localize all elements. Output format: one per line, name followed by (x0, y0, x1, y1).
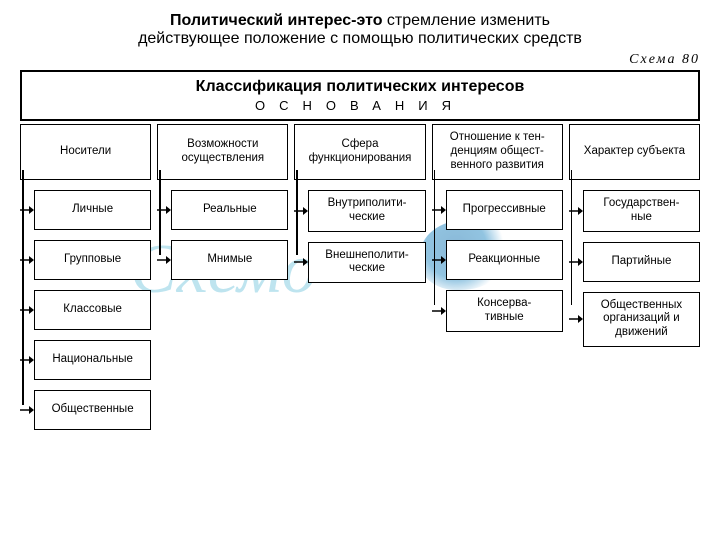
column-header: Характер субъекта (569, 124, 700, 180)
column-items: Личные Групповые Классовые Национальные Обще… (20, 180, 151, 430)
heading-rest1: стремление изменить (382, 12, 550, 29)
item-row: Партийные (569, 242, 700, 282)
arrow-icon (20, 405, 34, 415)
connector-line (571, 170, 573, 305)
column-header: Носители (20, 124, 151, 180)
page-heading: Политический интерес-это стремление изме… (20, 12, 700, 48)
classification-subtitle: ОСНОВАНИЯ (28, 98, 692, 113)
item-row: Реакционные (432, 240, 563, 280)
column-2: Сфера функционированияВнутриполити-чески… (294, 124, 425, 430)
heading-line2: действующее положение с помощью политиче… (20, 30, 700, 48)
connector-line (434, 170, 436, 305)
item-row: Общественных организаций и движений (569, 292, 700, 347)
column-header: Отношение к тен-денциям общест-венного р… (432, 124, 563, 180)
item-row: Общественные (20, 390, 151, 430)
arrow-icon (432, 306, 446, 316)
column-header: Возможности осуществления (157, 124, 288, 180)
item-row: Групповые (20, 240, 151, 280)
diagram-columns: Носители Личные Групповые Классовые Национал… (20, 124, 700, 430)
column-4: Характер субъекта Государствен-ные Партийн… (569, 124, 700, 430)
classification-title: Классификация политических интересов (28, 78, 692, 96)
arrow-icon (294, 257, 308, 267)
arrow-icon (569, 314, 583, 324)
item-cell: Классовые (34, 290, 151, 330)
column-items: Государствен-ные Партийные Общественных ор… (569, 180, 700, 347)
connector-line (296, 170, 298, 255)
item-cell: Прогрессивные (446, 190, 563, 230)
item-cell: Реальные (171, 190, 288, 230)
item-row: Прогрессивные (432, 190, 563, 230)
item-cell: Общественных организаций и движений (583, 292, 700, 347)
item-row: Государствен-ные (569, 190, 700, 232)
heading-bold: Политический интерес-это (170, 12, 383, 29)
item-cell: Государствен-ные (583, 190, 700, 232)
item-cell: Внешнеполити-ческие (308, 242, 425, 284)
item-cell: Консерва-тивные (446, 290, 563, 332)
item-row: Реальные (157, 190, 288, 230)
item-row: Консерва-тивные (432, 290, 563, 332)
item-cell: Реакционные (446, 240, 563, 280)
item-cell: Личные (34, 190, 151, 230)
arrow-icon (157, 255, 171, 265)
item-cell: Внутриполити-ческие (308, 190, 425, 232)
column-0: Носители Личные Групповые Классовые Национал… (20, 124, 151, 430)
connector-line (22, 170, 24, 405)
column-items: Реальные Мнимые (157, 180, 288, 280)
item-cell: Партийные (583, 242, 700, 282)
item-row: Национальные (20, 340, 151, 380)
item-row: Внутриполити-ческие (294, 190, 425, 232)
column-3: Отношение к тен-денциям общест-венного р… (432, 124, 563, 430)
item-cell: Общественные (34, 390, 151, 430)
column-header: Сфера функционирования (294, 124, 425, 180)
item-row: Внешнеполити-ческие (294, 242, 425, 284)
item-cell: Национальные (34, 340, 151, 380)
column-items: Внутриполити-ческие Внешнеполити-ческие (294, 180, 425, 283)
item-cell: Групповые (34, 240, 151, 280)
classification-title-box: Классификация политических интересов ОСН… (20, 70, 700, 121)
item-cell: Мнимые (171, 240, 288, 280)
item-row: Мнимые (157, 240, 288, 280)
schema-number: Схема 80 (20, 52, 700, 68)
column-items: Прогрессивные Реакционные Консерва-тивные (432, 180, 563, 332)
item-row: Классовые (20, 290, 151, 330)
item-row: Личные (20, 190, 151, 230)
connector-line (159, 170, 161, 255)
column-1: Возможности осуществления Реальные Мнимые (157, 124, 288, 430)
